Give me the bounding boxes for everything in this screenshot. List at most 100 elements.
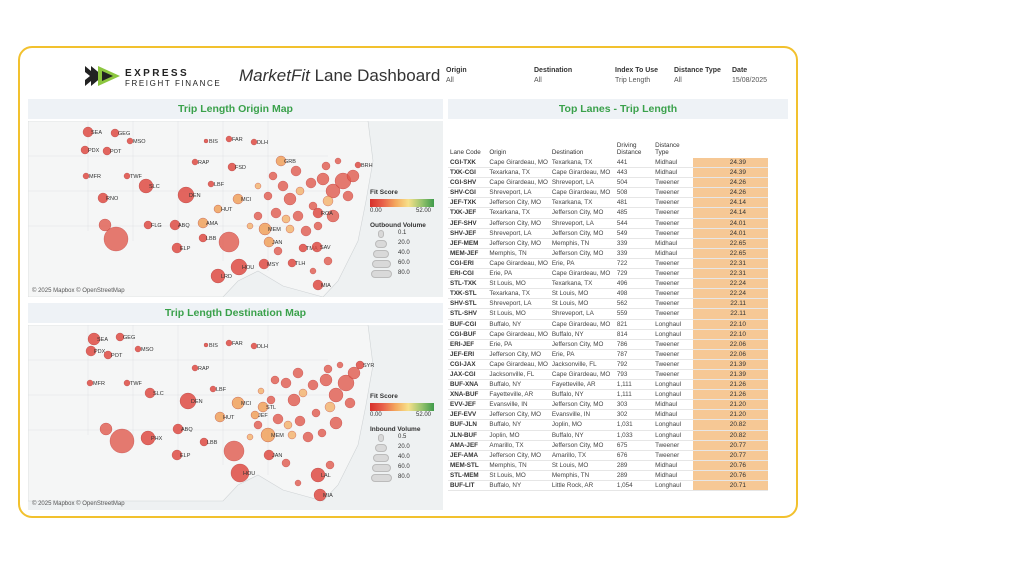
table-row[interactable]: JEF-MEM Jefferson City, MO Memphis, TN 339 M… xyxy=(448,238,768,249)
map-bubble-slc[interactable] xyxy=(138,178,154,194)
map-bubble[interactable] xyxy=(218,231,240,253)
map-bubble[interactable] xyxy=(273,246,283,256)
map-bubble[interactable] xyxy=(323,364,333,374)
table-row[interactable]: TXK-JEF Texarkana, TX Jefferson City, MO 48… xyxy=(448,207,768,219)
map-bubble[interactable] xyxy=(294,415,306,427)
map-bubble-rap[interactable] xyxy=(191,158,199,166)
map-bubble-pot[interactable] xyxy=(102,146,112,156)
map-bubble[interactable] xyxy=(334,157,342,165)
table-row[interactable]: ERI-JEF Erie, PA Jefferson City, MO 786 Twee… xyxy=(448,339,768,350)
map-bubble[interactable] xyxy=(98,218,112,232)
filter-date-value[interactable]: 15/08/2025 xyxy=(732,77,768,84)
map-bubble[interactable] xyxy=(287,430,297,440)
map-bubble-stl[interactable] xyxy=(257,401,269,413)
map-bubble[interactable] xyxy=(317,428,327,438)
table-row[interactable]: MEM-JEF Memphis, TN Jefferson City, MO 339 M… xyxy=(448,248,768,259)
map-bubble-sea[interactable] xyxy=(87,332,101,346)
map-bubble[interactable] xyxy=(281,458,291,468)
table-row[interactable]: MEM-STL Memphis, TN St Louis, MO 289 Midhaul… xyxy=(448,460,768,471)
col-destination[interactable]: Destination xyxy=(551,149,584,156)
table-row[interactable]: SHV-JEF Shreveport, LA Jefferson City, MO 5… xyxy=(448,228,768,239)
map-bubble-abq[interactable] xyxy=(172,423,184,435)
map-bubble-mci[interactable] xyxy=(232,193,244,205)
filter-index-value[interactable]: Trip Length xyxy=(615,77,651,84)
map-bubble[interactable] xyxy=(347,366,361,380)
map-bubble-jef[interactable] xyxy=(250,410,260,420)
map-bubble-rap[interactable] xyxy=(191,364,199,372)
map-bubble[interactable] xyxy=(298,388,308,398)
map-bubble-mso[interactable] xyxy=(126,137,134,145)
map-bubble[interactable] xyxy=(302,431,314,443)
col-origin[interactable]: Origin xyxy=(489,149,507,156)
map-bubble-lrd[interactable] xyxy=(210,268,226,284)
map-bubble[interactable] xyxy=(309,267,317,275)
destination-map[interactable]: SEA GEG PDX POT MSO BIS FAR DLH RAP MFR TWF SLC DEN L… xyxy=(28,325,443,510)
table-row[interactable]: ERI-CGI Erie, PA Cape Girardeau, MO 729 Twee… xyxy=(448,268,768,280)
map-bubble-geg[interactable] xyxy=(110,128,120,138)
map-bubble-twf[interactable] xyxy=(123,172,131,180)
destination-map-canvas[interactable]: SEA GEG PDX POT MSO BIS FAR DLH RAP MFR TWF SLC DEN L… xyxy=(28,325,443,510)
map-bubble-bis[interactable] xyxy=(203,138,209,144)
map-bubble[interactable] xyxy=(270,207,282,219)
table-row[interactable]: CGI-BUF Cape Girardeau, MO Buffalo, NY 814 L… xyxy=(448,329,768,340)
map-bubble[interactable] xyxy=(322,195,334,207)
map-bubble-grb[interactable] xyxy=(275,155,287,167)
filter-date[interactable]: Date 15/08/2025 xyxy=(732,67,767,84)
table-row[interactable]: EVV-JEF Evansville, IN Jefferson City, MO 3… xyxy=(448,399,768,411)
map-bubble[interactable] xyxy=(283,192,297,206)
map-bubble-abq[interactable] xyxy=(169,219,181,231)
map-bubble[interactable] xyxy=(313,221,323,231)
map-bubble[interactable] xyxy=(272,413,284,425)
map-bubble[interactable] xyxy=(280,377,292,389)
table-row[interactable]: JEF-EVV Jefferson City, MO Evansville, IN 3… xyxy=(448,409,768,421)
map-bubble[interactable] xyxy=(294,479,302,487)
map-bubble[interactable] xyxy=(337,374,355,392)
table-row[interactable]: JEF-TXK Jefferson City, MO Texarkana, TX 48… xyxy=(448,197,768,209)
table-row[interactable]: JLN-BUF Joplin, MO Buffalo, NY 1,033 Longhau… xyxy=(448,430,768,441)
map-bubble-tlh[interactable] xyxy=(287,258,297,268)
map-bubble-bis[interactable] xyxy=(203,342,209,348)
map-bubble[interactable] xyxy=(290,165,302,177)
map-bubble-elp[interactable] xyxy=(171,449,183,461)
map-bubble-fsd[interactable] xyxy=(227,162,237,172)
map-bubble[interactable] xyxy=(307,379,319,391)
origin-map[interactable]: SEA GEG MSO PDX POT BIS FAR DLH RAP MFR TWF FSD GRB S… xyxy=(28,121,443,297)
map-bubble-hou[interactable] xyxy=(230,463,250,483)
map-bubble-ama[interactable] xyxy=(197,217,209,229)
table-row[interactable]: CGI-SHV Cape Girardeau, MO Shreveport, LA 5… xyxy=(448,177,768,189)
map-bubble-tma[interactable] xyxy=(298,243,308,253)
map-bubble-mem[interactable] xyxy=(260,427,276,443)
map-bubble[interactable] xyxy=(325,183,341,199)
map-bubble-flg[interactable] xyxy=(143,220,153,230)
map-bubble-pdx[interactable] xyxy=(85,345,97,357)
map-bubble[interactable] xyxy=(253,420,263,430)
map-bubble-brh[interactable] xyxy=(354,161,362,169)
map-bubble-mem[interactable] xyxy=(258,222,272,236)
filter-origin[interactable]: Origin All xyxy=(446,67,467,84)
map-bubble[interactable] xyxy=(336,361,344,369)
map-bubble[interactable] xyxy=(268,171,278,181)
map-bubble-lbb[interactable] xyxy=(198,233,208,243)
map-bubble-hut[interactable] xyxy=(213,204,223,214)
table-row[interactable]: CGI-JAX Cape Girardeau, MO Jacksonville, F… xyxy=(448,359,768,370)
table-row[interactable]: BUF-CGI Buffalo, NY Cape Girardeau, MO 821 L… xyxy=(448,319,768,330)
map-bubble[interactable] xyxy=(263,191,273,201)
map-bubble[interactable] xyxy=(266,395,276,405)
col-distance-type[interactable]: Distance Type xyxy=(653,134,693,158)
filter-destination[interactable]: Destination All xyxy=(534,67,572,84)
table-row[interactable]: JEF-AMA Jefferson City, MO Amarillo, TX 676… xyxy=(448,450,768,461)
map-bubble-mia[interactable] xyxy=(312,279,324,291)
map-bubble-mci[interactable] xyxy=(231,396,245,410)
table-row[interactable]: BUF-JLN Buffalo, NY Joplin, MO 1,031 Longhau… xyxy=(448,419,768,431)
map-bubble[interactable] xyxy=(325,460,335,470)
map-bubble-phx[interactable] xyxy=(140,430,156,446)
table-row[interactable]: JEF-SHV Jefferson City, MO Shreveport, LA 5… xyxy=(448,218,768,229)
map-bubble[interactable] xyxy=(253,211,263,221)
map-bubble[interactable] xyxy=(292,210,304,222)
top-lanes-table-container[interactable]: Lane Code Origin Destination Driving Dist… xyxy=(448,134,788,510)
map-bubble[interactable] xyxy=(305,177,317,189)
map-bubble-lbf[interactable] xyxy=(207,180,215,188)
map-bubble[interactable] xyxy=(277,180,289,192)
map-bubble-jan[interactable] xyxy=(263,449,275,461)
table-row[interactable]: STL-TXK St Louis, MO Texarkana, TX 496 Tween… xyxy=(448,278,768,290)
